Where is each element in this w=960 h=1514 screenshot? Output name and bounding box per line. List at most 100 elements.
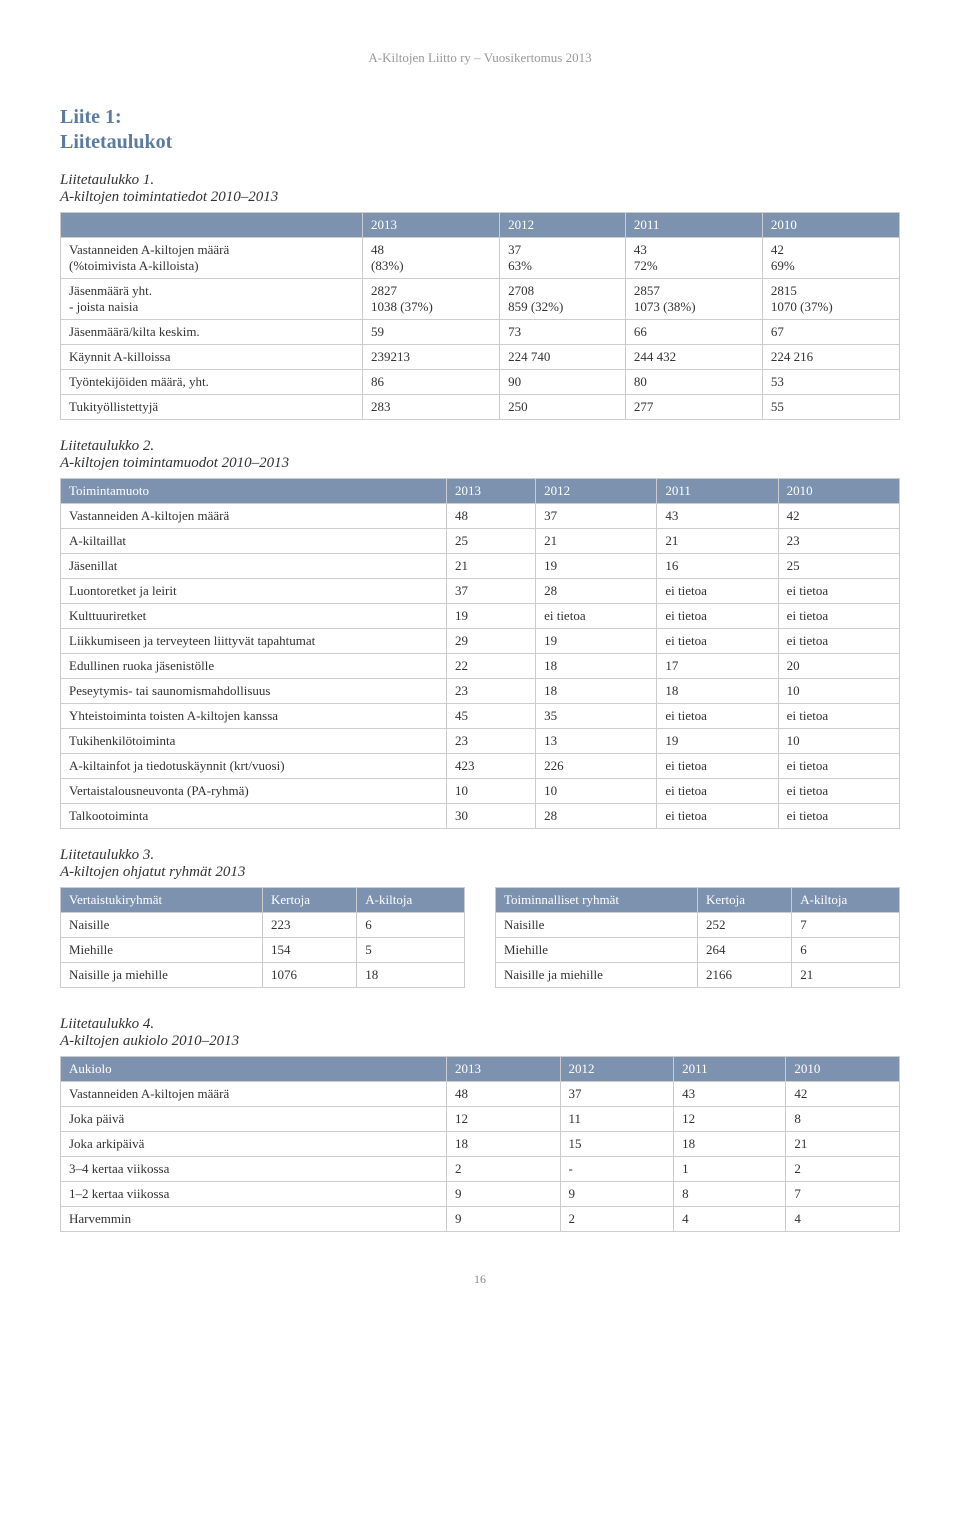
table-header-cell: Kertoja — [263, 888, 357, 913]
table-cell: Jäsenmäärä yht. - joista naisia — [61, 279, 363, 320]
table-cell: 23 — [446, 729, 535, 754]
table-cell: 73 — [500, 320, 626, 345]
table-cell: 2708 859 (32%) — [500, 279, 626, 320]
table-cell: Luontoretket ja leirit — [61, 579, 447, 604]
table-header-cell: Toiminnalliset ryhmät — [496, 888, 698, 913]
table-header-cell: Kertoja — [698, 888, 792, 913]
table-header-cell: 2011 — [625, 213, 762, 238]
table-cell: Naisille — [496, 913, 698, 938]
table-cell: Yhteistoiminta toisten A-kiltojen kanssa — [61, 704, 447, 729]
table-cell: 2 — [446, 1157, 560, 1182]
table-cell: 35 — [536, 704, 657, 729]
table-cell: 3–4 kertaa viikossa — [61, 1157, 447, 1182]
t4-subtitle: A-kiltojen aukiolo 2010–2013 — [60, 1033, 900, 1050]
table-cell: 2815 1070 (37%) — [762, 279, 899, 320]
table-cell: Peseytymis- tai saunomismahdollisuus — [61, 679, 447, 704]
table-cell: 223 — [263, 913, 357, 938]
table-cell: ei tietoa — [778, 779, 899, 804]
table-cell: 10 — [778, 729, 899, 754]
table-cell: Tukihenkilötoiminta — [61, 729, 447, 754]
table-cell: 4 — [786, 1207, 900, 1232]
table-row: Käynnit A-killoissa239213224 740244 4322… — [61, 345, 900, 370]
table-row: Vertaistalousneuvonta (PA-ryhmä)1010ei t… — [61, 779, 900, 804]
t2-subtitle: A-kiltojen toimintamuodot 2010–2013 — [60, 455, 900, 472]
table-cell: 9 — [446, 1182, 560, 1207]
table-cell: 264 — [698, 938, 792, 963]
table-cell: 4 — [674, 1207, 786, 1232]
table-cell: 10 — [536, 779, 657, 804]
table-cell: 226 — [536, 754, 657, 779]
table-cell: ei tietoa — [657, 804, 778, 829]
table-cell: 2857 1073 (38%) — [625, 279, 762, 320]
table-header-cell: 2012 — [536, 479, 657, 504]
table-row: Tukityöllistettyjä28325027755 — [61, 395, 900, 420]
table-cell: 80 — [625, 370, 762, 395]
table-cell: 19 — [536, 629, 657, 654]
table-cell: 37 63% — [500, 238, 626, 279]
table-cell: Jäsenmäärä/kilta keskim. — [61, 320, 363, 345]
table-cell: Kulttuuriretket — [61, 604, 447, 629]
table-2: Toimintamuoto2013201220112010 Vastanneid… — [60, 478, 900, 829]
table-cell: Vastanneiden A-kiltojen määrä — [61, 504, 447, 529]
table-cell: 22 — [446, 654, 535, 679]
table-cell: 5 — [357, 938, 465, 963]
table-header-cell: Vertaistukiryhmät — [61, 888, 263, 913]
table-header-cell: A-kiltoja — [792, 888, 900, 913]
table-row: Miehille1545 — [61, 938, 465, 963]
table-cell: 1076 — [263, 963, 357, 988]
table-cell: ei tietoa — [778, 704, 899, 729]
table-cell: Naisille — [61, 913, 263, 938]
page-container: A-Kiltojen Liitto ry – Vuosikertomus 201… — [0, 0, 960, 1327]
table-cell: 42 — [778, 504, 899, 529]
table-row: Peseytymis- tai saunomismahdollisuus2318… — [61, 679, 900, 704]
table-cell: ei tietoa — [778, 629, 899, 654]
table-row: Miehille2646 — [496, 938, 900, 963]
table-cell: 28 — [536, 579, 657, 604]
table-cell: 43 72% — [625, 238, 762, 279]
table-cell: 43 — [674, 1082, 786, 1107]
table-cell: 250 — [500, 395, 626, 420]
table-cell: 2827 1038 (37%) — [363, 279, 500, 320]
table-cell: ei tietoa — [657, 754, 778, 779]
t2-title: Liitetaulukko 2. — [60, 438, 900, 455]
table-cell: 244 432 — [625, 345, 762, 370]
table-cell: 37 — [446, 579, 535, 604]
table-cell: Vastanneiden A-kiltojen määrä (%toimivis… — [61, 238, 363, 279]
table-row: Jäsenmäärä yht. - joista naisia2827 1038… — [61, 279, 900, 320]
table-cell: 18 — [536, 654, 657, 679]
table-3-left: VertaistukiryhmätKertojaA-kiltoja Naisil… — [60, 887, 465, 988]
table-cell: 12 — [446, 1107, 560, 1132]
table-cell: 13 — [536, 729, 657, 754]
table-row: Vastanneiden A-kiltojen määrä48374342 — [61, 1082, 900, 1107]
table-cell: Talkootoiminta — [61, 804, 447, 829]
table-cell: 2 — [560, 1207, 674, 1232]
table-cell: 8 — [674, 1182, 786, 1207]
table-row: Joka arkipäivä18151821 — [61, 1132, 900, 1157]
table-cell: 19 — [657, 729, 778, 754]
table-cell: ei tietoa — [657, 779, 778, 804]
table-header-cell: 2010 — [778, 479, 899, 504]
table-cell: 21 — [786, 1132, 900, 1157]
table-3-right: Toiminnalliset ryhmätKertojaA-kiltoja Na… — [495, 887, 900, 988]
page-header: A-Kiltojen Liitto ry – Vuosikertomus 201… — [60, 50, 900, 66]
table-row: Työntekijöiden määrä, yht.86908053 — [61, 370, 900, 395]
table-cell: 48 — [446, 504, 535, 529]
table-cell: ei tietoa — [778, 804, 899, 829]
table-row: Vastanneiden A-kiltojen määrä48374342 — [61, 504, 900, 529]
table-1: 2013201220112010 Vastanneiden A-kiltojen… — [60, 212, 900, 420]
table-cell: 18 — [657, 679, 778, 704]
main-title: Liite 1: — [60, 106, 900, 129]
table-cell: 37 — [536, 504, 657, 529]
table-row: A-kiltainfot ja tiedotuskäynnit (krt/vuo… — [61, 754, 900, 779]
table-row: Kulttuuriretket19ei tietoaei tietoaei ti… — [61, 604, 900, 629]
table-cell: 10 — [446, 779, 535, 804]
table-row: Edullinen ruoka jäsenistölle22181720 — [61, 654, 900, 679]
table-cell: 224 740 — [500, 345, 626, 370]
table-cell: ei tietoa — [657, 604, 778, 629]
table-cell: Edullinen ruoka jäsenistölle — [61, 654, 447, 679]
table-cell: 90 — [500, 370, 626, 395]
table-cell: ei tietoa — [657, 629, 778, 654]
table-cell: 15 — [560, 1132, 674, 1157]
table-cell: 42 — [786, 1082, 900, 1107]
table-cell: A-kiltainfot ja tiedotuskäynnit (krt/vuo… — [61, 754, 447, 779]
